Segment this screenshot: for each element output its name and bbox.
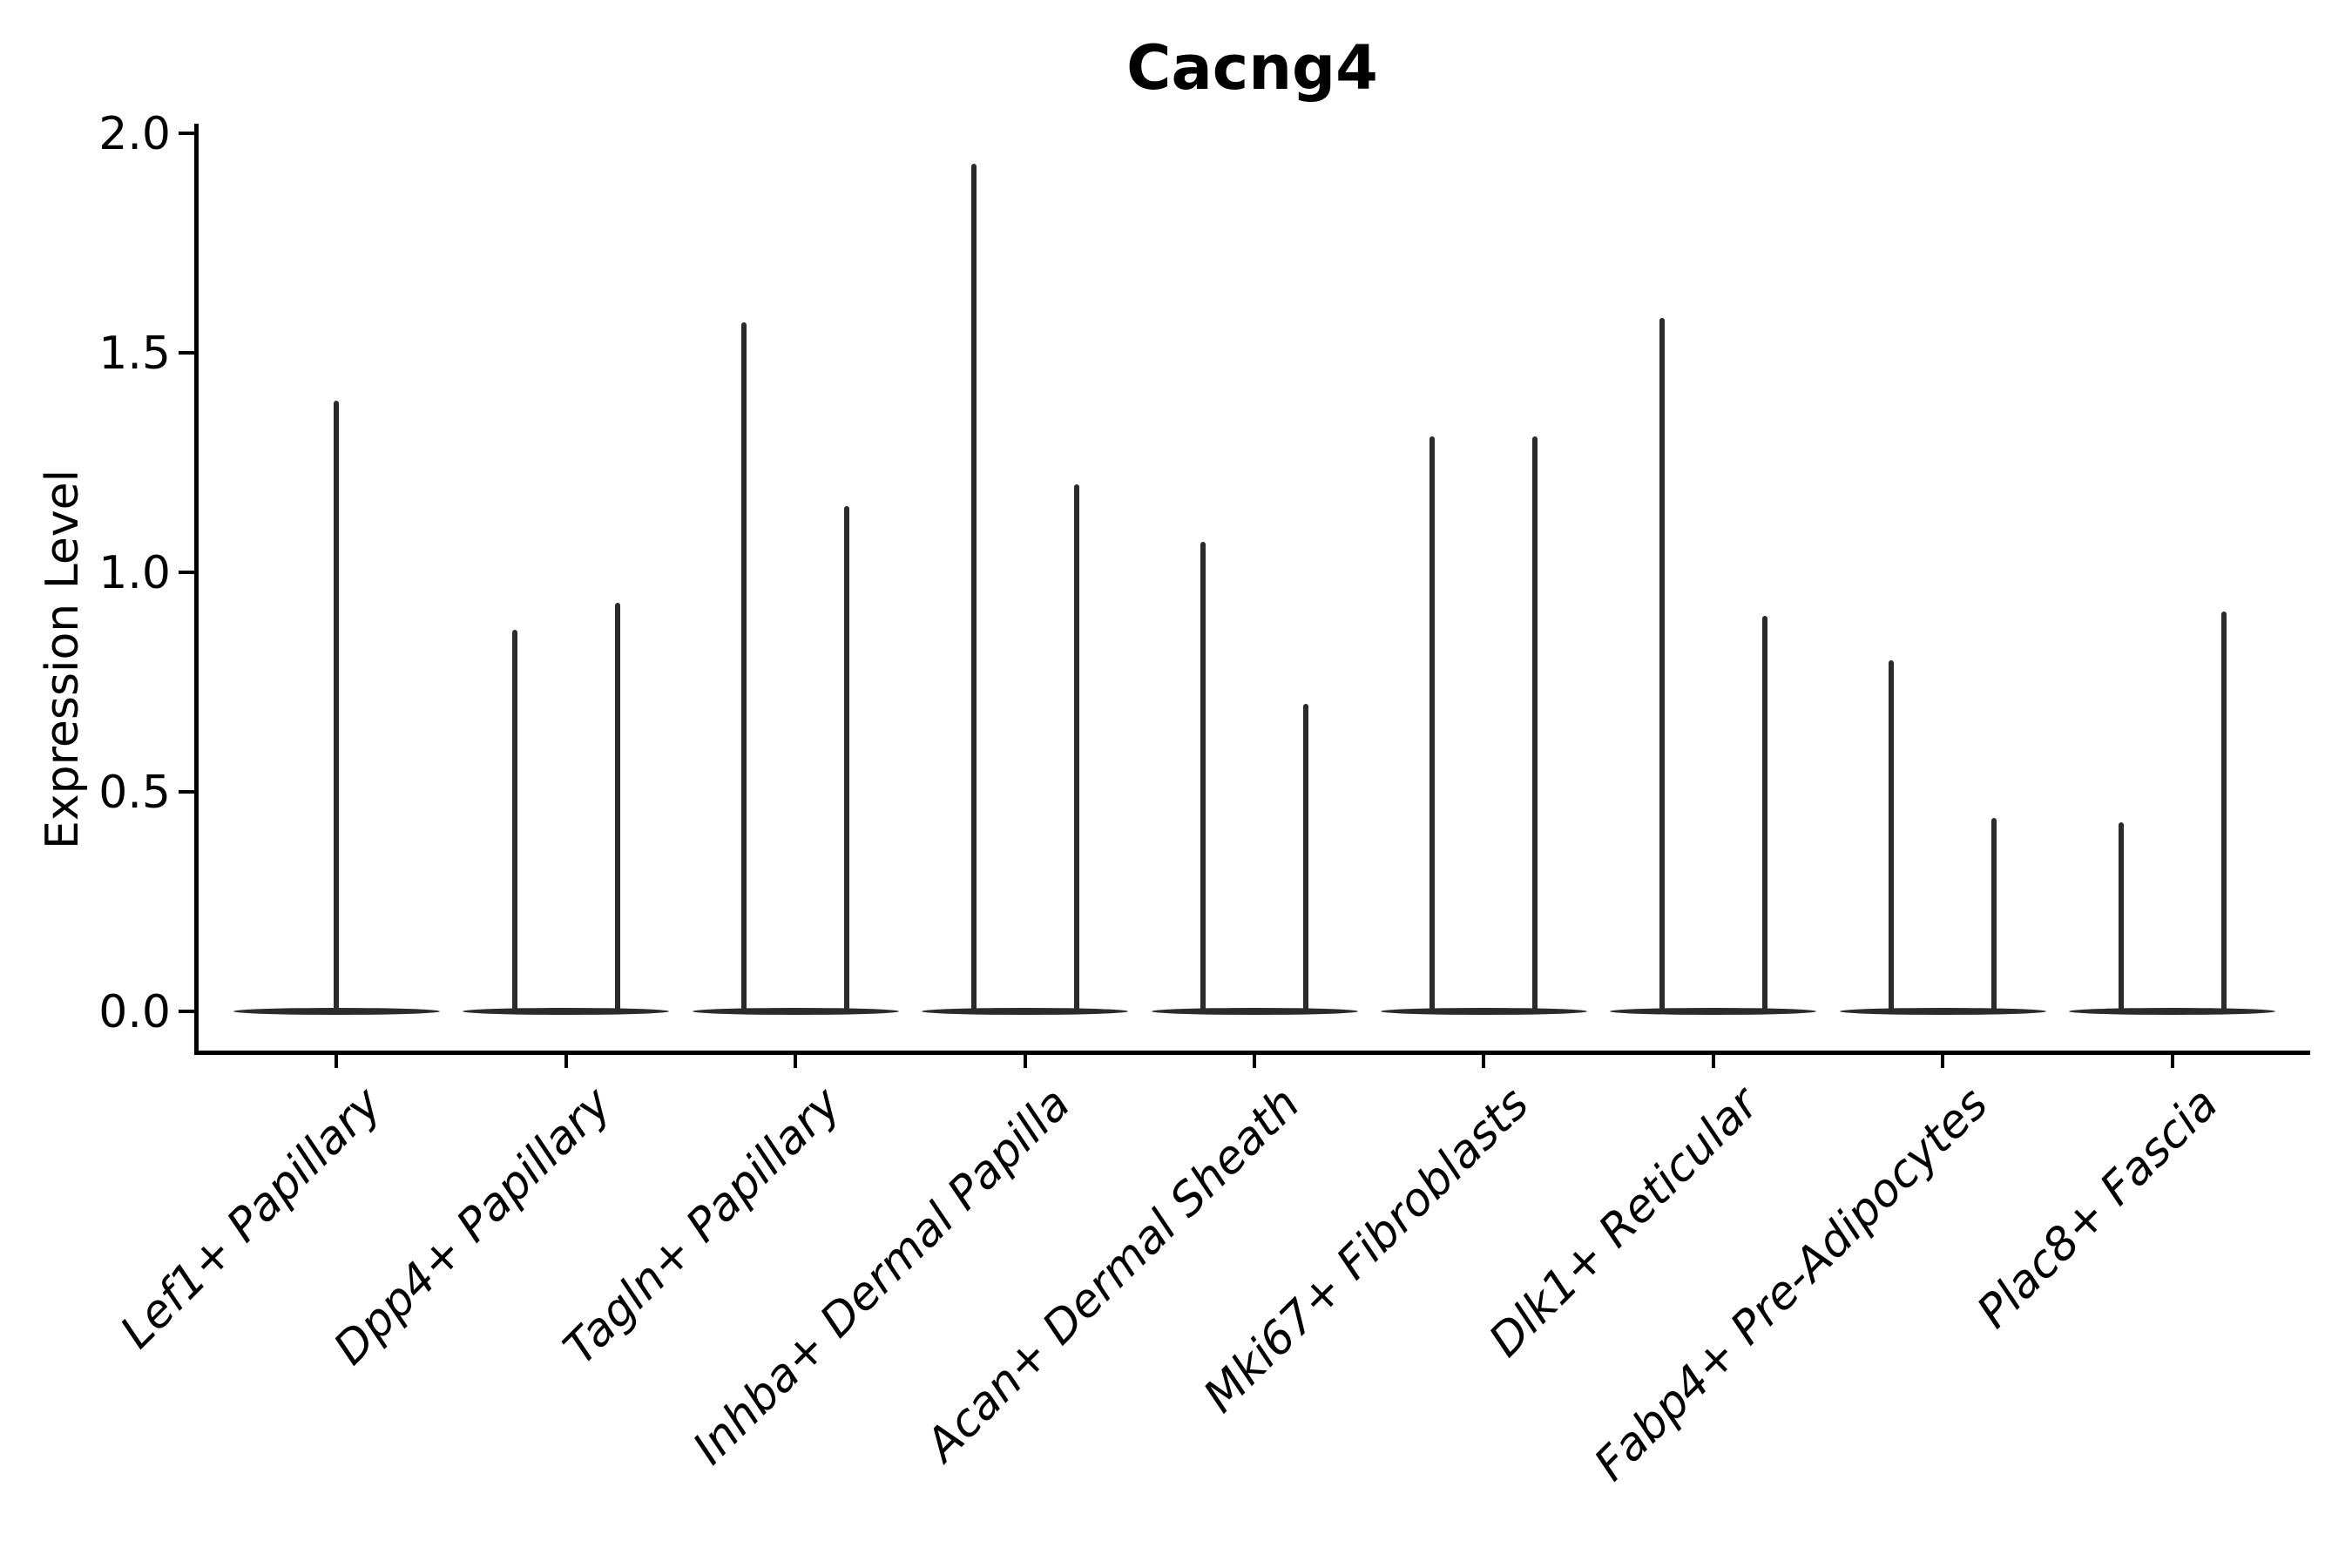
- violin-spike: [334, 401, 340, 1013]
- x-tick-label: Plac8+ Fascia: [1967, 1078, 2228, 1339]
- y-tick-label: 1.0: [98, 547, 171, 599]
- violin-base: [1151, 1008, 1358, 1015]
- violin-spike: [511, 629, 517, 1013]
- violin-base: [692, 1008, 899, 1015]
- violin-spike: [2118, 822, 2124, 1013]
- violin-base: [2069, 1008, 2276, 1015]
- violin-spike: [970, 164, 977, 1013]
- x-tick-label: Fabp4+ Pre-Adipocytes: [1585, 1078, 1999, 1491]
- violin-spike: [1761, 616, 1767, 1013]
- violin-spike: [1303, 704, 1308, 1013]
- y-tick-label: 0.0: [98, 986, 171, 1038]
- violin-base: [1839, 1008, 2046, 1015]
- x-tick: [564, 1055, 568, 1068]
- violin-base: [463, 1008, 670, 1015]
- y-tick: [179, 132, 194, 135]
- y-tick-label: 2.0: [98, 108, 171, 160]
- violin-spike: [1889, 659, 1895, 1013]
- y-tick-label: 0.5: [98, 767, 171, 819]
- x-tick: [335, 1055, 339, 1068]
- y-tick: [179, 571, 194, 574]
- y-tick: [179, 790, 194, 794]
- violin-spike: [1532, 436, 1538, 1013]
- x-tick-label: Inhba+ Dermal Papilla: [683, 1078, 1081, 1475]
- x-tick: [2170, 1055, 2174, 1068]
- violin-base: [1610, 1008, 1817, 1015]
- y-tick: [179, 1010, 194, 1013]
- x-tick: [1253, 1055, 1256, 1068]
- x-tick: [1941, 1055, 1945, 1068]
- x-tick-label: Acan+ Dermal Sheath: [916, 1078, 1310, 1472]
- x-tick: [1023, 1055, 1027, 1068]
- y-tick: [179, 351, 194, 355]
- y-tick-label: 1.5: [98, 328, 171, 380]
- violin-spike: [1073, 484, 1079, 1013]
- violin-spike: [2220, 612, 2227, 1013]
- x-tick: [1482, 1055, 1486, 1068]
- x-tick: [1711, 1055, 1715, 1068]
- chart-title: Cacng4: [1126, 32, 1378, 104]
- y-axis-spine: [194, 124, 199, 1055]
- violin-spike: [844, 506, 850, 1013]
- x-axis-spine: [194, 1051, 2310, 1055]
- violin-spike: [741, 321, 747, 1013]
- violin-spike: [1429, 436, 1436, 1013]
- violin-spike: [614, 603, 620, 1013]
- violin-base: [1380, 1008, 1587, 1015]
- violin-base: [922, 1008, 1129, 1015]
- violin-spike: [1991, 818, 1997, 1013]
- violin-spike: [1200, 541, 1206, 1013]
- violin-spike: [1659, 317, 1665, 1013]
- x-tick: [794, 1055, 798, 1068]
